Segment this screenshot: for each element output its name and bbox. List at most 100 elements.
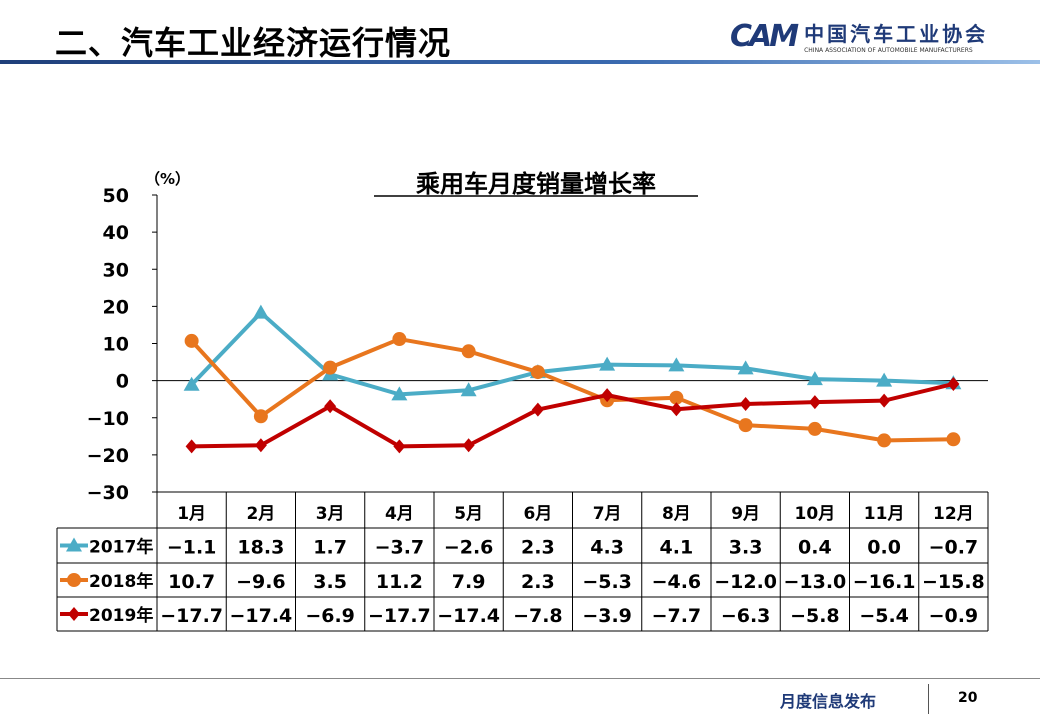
legend-marker-series-2017 — [66, 537, 82, 552]
table-cell: −9.6 — [236, 571, 286, 593]
category-label: 8月 — [662, 504, 691, 524]
y-axis-unit: （%） — [145, 170, 190, 188]
category-label: 4月 — [385, 504, 414, 524]
series-2017-marker — [183, 376, 200, 391]
table-cell: 2.3 — [521, 537, 555, 559]
series-2018-marker — [738, 418, 753, 433]
category-label: 12月 — [933, 504, 974, 524]
category-label: 3月 — [316, 504, 345, 524]
series-2018-marker — [184, 333, 199, 348]
series-2019-line — [191, 382, 954, 449]
legend-marker-series-2019 — [68, 607, 80, 621]
table-cell: −5.8 — [790, 605, 840, 627]
table-cell: −5.4 — [859, 605, 909, 627]
series-2019-marker — [254, 438, 267, 453]
category-label: 1月 — [177, 504, 206, 524]
table-cell: −7.7 — [652, 605, 702, 627]
legend-marker-series-2018 — [67, 573, 81, 587]
series-2019-marker — [185, 439, 198, 454]
table-cell: 3.3 — [729, 537, 763, 559]
table-cell: 10.7 — [168, 571, 215, 593]
series-2017-marker — [391, 386, 408, 401]
category-label: 7月 — [593, 504, 622, 524]
table-cell: −17.4 — [437, 605, 500, 627]
series-2018-marker — [392, 332, 407, 347]
series-2018-marker — [877, 433, 892, 448]
table-cell: 7.9 — [452, 571, 486, 593]
table-cell: −0.9 — [929, 605, 979, 627]
series-2017-marker — [806, 371, 823, 386]
table-cell: 1.7 — [313, 537, 347, 559]
logo-cn-text: 中国汽车工业协会 — [804, 22, 989, 46]
table-cell: −1.1 — [167, 537, 217, 559]
footer-divider — [0, 678, 1040, 679]
page-number: 20 — [958, 690, 978, 706]
series-2017-marker — [668, 357, 685, 372]
series-2018-marker — [946, 432, 961, 447]
table-cell: −3.9 — [582, 605, 632, 627]
series-2018-marker — [807, 421, 822, 436]
table-cell: −12.0 — [714, 571, 777, 593]
series-2019-marker — [324, 399, 337, 414]
series-2018-line — [190, 337, 954, 443]
y-tick-label: 50 — [103, 185, 129, 207]
table-cell: 0.0 — [867, 537, 901, 559]
series-2019-marker — [462, 438, 475, 453]
y-tick-label: 40 — [103, 222, 129, 244]
table-cell: 4.3 — [590, 537, 624, 559]
table-cell: −17.4 — [229, 605, 292, 627]
table-cell: −7.8 — [513, 605, 563, 627]
logo-en-text: CHINA ASSOCIATION OF AUTOMOBILE MANUFACT… — [804, 47, 973, 54]
category-label: 11月 — [864, 504, 905, 524]
y-tick-label: 20 — [103, 296, 129, 318]
series-2019-marker — [808, 395, 821, 410]
slide-title: 二、汽车工业经济运行情况 — [55, 24, 452, 62]
table-cell: −5.3 — [582, 571, 632, 593]
chart-title: 乘用车月度销量增长率 — [415, 170, 656, 198]
category-label: 6月 — [523, 504, 552, 524]
logo-mark-icon: CAM — [730, 18, 799, 54]
table-cell: −3.7 — [375, 537, 425, 559]
table-cell: 18.3 — [237, 537, 284, 559]
table-cell: −16.1 — [853, 571, 916, 593]
table-cell: 2.3 — [521, 571, 555, 593]
caam-logo: CAM 中国汽车工业协会 CHINA ASSOCIATION OF AUTOMO… — [730, 18, 989, 55]
series-2017-marker — [599, 356, 616, 371]
table-cell: −6.3 — [721, 605, 771, 627]
series-2017-marker — [252, 304, 269, 319]
series-2017-marker — [737, 360, 754, 375]
series-2019-marker — [601, 388, 614, 403]
series-2018-marker — [669, 390, 684, 405]
table-cell: −17.7 — [160, 605, 223, 627]
header-divider — [0, 60, 1040, 64]
legend-label: 2019年 — [89, 605, 153, 626]
table-cell: 11.2 — [376, 571, 423, 593]
y-tick-label: −10 — [87, 408, 129, 430]
table-cell: −4.6 — [652, 571, 702, 593]
y-tick-label: −20 — [87, 445, 129, 467]
y-tick-label: 30 — [103, 259, 129, 281]
series-2019-marker — [670, 402, 683, 417]
table-cell: −15.8 — [922, 571, 985, 593]
series-2018-marker — [530, 365, 545, 380]
series-2019-marker — [739, 397, 752, 412]
category-label: 5月 — [454, 504, 483, 524]
table-cell: 0.4 — [798, 537, 832, 559]
table-cell: −13.0 — [783, 571, 846, 593]
y-tick-label: 10 — [103, 334, 129, 356]
footer-separator — [928, 684, 929, 714]
series-2019-marker — [878, 393, 891, 408]
table-cell: 4.1 — [660, 537, 694, 559]
y-tick-label: 0 — [116, 371, 129, 393]
series-2017-marker — [876, 372, 893, 387]
category-label: 9月 — [731, 504, 760, 524]
series-2018-marker — [323, 360, 338, 375]
series-2018-marker — [253, 409, 268, 424]
legend-label: 2017年 — [89, 537, 153, 558]
y-tick-label: −30 — [87, 482, 129, 504]
table-cell: 3.5 — [313, 571, 347, 593]
series-2019-marker — [393, 439, 406, 454]
table-cell: −17.7 — [368, 605, 431, 627]
footer-text: 月度信息发布 — [780, 692, 877, 711]
